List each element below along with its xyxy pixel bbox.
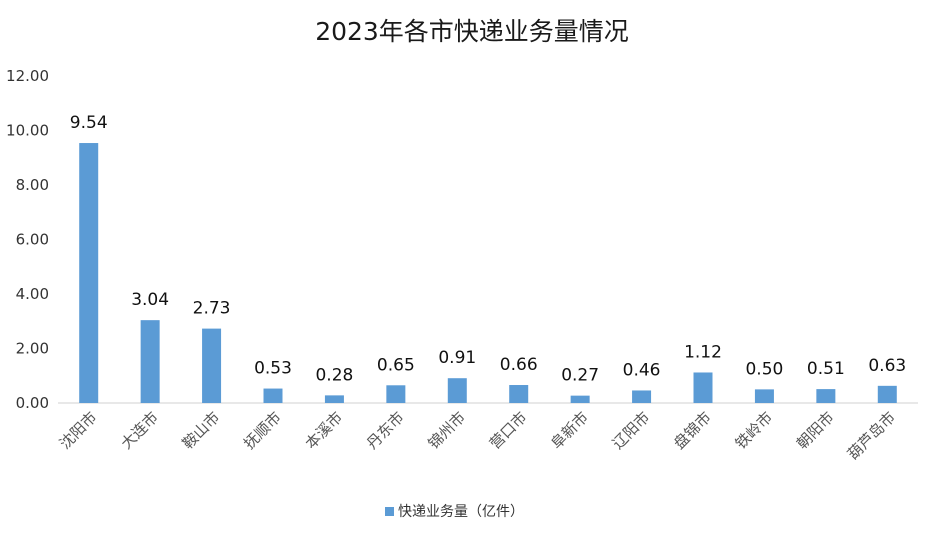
bar	[632, 390, 652, 403]
x-tick-label: 本溪市	[302, 408, 347, 453]
bar	[386, 385, 406, 403]
data-label: 0.28	[315, 365, 353, 385]
bar	[570, 395, 590, 403]
data-label: 0.51	[807, 359, 845, 379]
data-label: 0.63	[868, 356, 906, 376]
y-axis: 0.00 2.00 4.00 6.00 8.00 10.00 12.00	[6, 67, 49, 412]
x-tick-label: 锦州市	[425, 408, 470, 453]
data-label: 1.12	[684, 342, 722, 362]
bar	[816, 389, 836, 403]
x-tick-label: 铁岭市	[732, 408, 777, 453]
y-tick-label: 0.00	[16, 394, 49, 412]
legend-label: 快递业务量（亿件）	[398, 504, 524, 520]
y-tick-label: 6.00	[16, 231, 49, 249]
x-tick-label: 葫芦岛市	[844, 408, 899, 463]
bar	[202, 328, 222, 403]
y-tick-label: 12.00	[6, 67, 49, 85]
bars	[79, 143, 897, 403]
data-label: 0.65	[377, 355, 415, 375]
data-label: 0.27	[561, 366, 599, 386]
x-axis: 沈阳市 大连市 鞍山市 抚顺市 本溪市 丹东市 锦州市 营口市 阜新市 辽阳市 盘锦市 铁岭市 朝阳市葫…	[56, 408, 899, 463]
x-tick-label: 朝阳市	[793, 408, 838, 453]
bar	[754, 389, 774, 403]
x-tick-label: 阜新市	[547, 408, 592, 453]
bar	[693, 372, 713, 403]
bar	[324, 395, 344, 403]
x-tick-label: 营口市	[486, 408, 531, 453]
x-tick-label: 辽阳市	[609, 408, 654, 453]
data-label: 9.54	[70, 113, 108, 133]
x-tick-label: 丹东市	[363, 408, 408, 453]
legend-swatch	[385, 507, 394, 516]
data-label: 0.66	[500, 355, 538, 375]
data-label: 0.46	[623, 360, 661, 380]
data-labels: 9.54 3.04 2.73 0.53 0.28 0.65 0.91 0.66 0.27 0.46…	[70, 113, 906, 386]
y-tick-label: 10.00	[6, 122, 49, 140]
bar	[877, 385, 897, 403]
legend: 快递业务量（亿件）	[385, 504, 524, 520]
x-tick-label: 盘锦市	[670, 408, 715, 453]
x-tick-label: 鞍山市	[179, 408, 224, 453]
data-label: 0.53	[254, 359, 292, 379]
data-label: 2.73	[193, 299, 231, 319]
bar	[140, 320, 160, 403]
data-label: 0.50	[745, 359, 783, 379]
y-tick-label: 4.00	[16, 285, 49, 303]
bar	[79, 143, 99, 403]
bar	[447, 378, 467, 403]
x-tick-label: 大连市	[117, 408, 162, 453]
bar	[263, 388, 283, 403]
chart-title: 2023年各市快递业务量情况	[315, 17, 629, 46]
y-tick-label: 2.00	[16, 340, 49, 358]
bar	[509, 385, 529, 403]
data-label: 0.91	[438, 348, 476, 368]
x-tick-label: 抚顺市	[240, 408, 285, 453]
x-tick-label: 沈阳市	[56, 408, 101, 453]
y-tick-label: 8.00	[16, 176, 49, 194]
data-label: 3.04	[131, 290, 169, 310]
